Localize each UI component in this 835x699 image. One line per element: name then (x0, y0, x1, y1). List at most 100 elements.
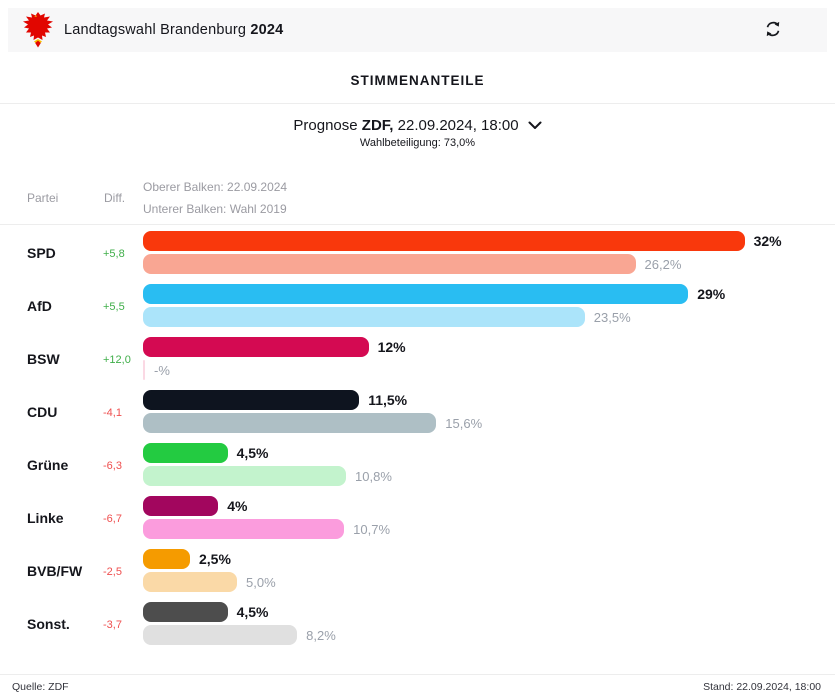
bar-value-2024: 29% (697, 286, 726, 302)
party-label: BVB/FW (27, 563, 83, 579)
party-row: Sonst. -3,7 4,5% 8,2% (0, 600, 835, 653)
bar-line-2019: 26,2% (143, 254, 835, 274)
diff-value: -2,5 (103, 566, 122, 578)
bar-2019[interactable] (143, 572, 237, 592)
chevron-down-icon (528, 117, 542, 134)
bars-group: 2,5% 5,0% (143, 549, 835, 595)
bar-line-2024: 2,5% (143, 549, 835, 569)
bar-value-2024: 4% (227, 498, 248, 514)
bar-line-2024: 4,5% (143, 602, 835, 622)
bar-2024[interactable] (143, 337, 369, 357)
turnout-label: Wahlbeteiligung: 73,0% (359, 137, 476, 149)
prognose-text: Prognose ZDF, 22.09.2024, 18:00 (293, 117, 518, 134)
bar-2019[interactable] (143, 466, 347, 486)
prognose-prefix: Prognose (293, 117, 358, 134)
bar-line-2024: 4,5% (143, 443, 835, 463)
party-label: Linke (27, 510, 64, 526)
bar-value-2024: 2,5% (199, 551, 231, 567)
brandenburg-eagle-logo (23, 11, 53, 49)
party-label: CDU (27, 404, 58, 420)
bars-group: 29% 23,5% (143, 284, 835, 330)
bar-2019[interactable] (143, 625, 298, 645)
prognose-datetime: 22.09.2024, 18:00 (397, 117, 519, 134)
bars-group: 4,5% 8,2% (143, 602, 835, 648)
party-row: SPD +5,8 32% 26,2% (0, 229, 835, 282)
bar-value-2024: 12% (377, 339, 406, 355)
bar-value-2024: 4,5% (236, 604, 269, 620)
party-label: SPD (27, 245, 56, 261)
bar-value-2019: 10,7% (353, 521, 391, 537)
diff-value: -3,7 (103, 619, 122, 631)
bar-2019[interactable] (143, 413, 437, 433)
app-title: Landtagswahl Brandenburg 2024 (64, 22, 283, 38)
bar-2024[interactable] (143, 549, 190, 569)
party-row: CDU -4,1 11,5% 15,6% (0, 388, 835, 441)
party-row: Linke -6,7 4% 10,7% (0, 494, 835, 547)
bar-value-2019: 10,8% (355, 468, 392, 484)
legend-party: Partei (27, 191, 59, 205)
bar-line-2024: 12% (143, 337, 835, 357)
prognose-source: ZDF, (361, 117, 394, 134)
bars-group: 12% -% (143, 337, 835, 383)
bar-value-2019: 26,2% (644, 256, 682, 272)
bar-2024[interactable] (143, 443, 228, 463)
bars-group: 32% 26,2% (143, 231, 835, 277)
bar-value-2024: 4,5% (236, 445, 269, 461)
refresh-icon (762, 18, 784, 43)
bars-group: 4% 10,7% (143, 496, 835, 542)
bar-2024[interactable] (143, 602, 228, 622)
app-title-text: Landtagswahl Brandenburg (64, 22, 247, 38)
bar-2019[interactable] (143, 360, 145, 380)
bar-line-2024: 29% (143, 284, 835, 304)
bar-2019[interactable] (143, 519, 345, 539)
divider-top (0, 103, 835, 104)
diff-value: -4,1 (103, 407, 122, 419)
diff-value: -6,3 (103, 460, 122, 472)
bar-line-2024: 4% (143, 496, 835, 516)
diff-value: +5,5 (103, 301, 125, 313)
bar-2019[interactable] (143, 254, 636, 274)
bar-line-2019: 8,2% (143, 625, 835, 645)
bar-2024[interactable] (143, 231, 745, 251)
party-row: Grüne -6,3 4,5% 10,8% (0, 441, 835, 494)
legend-lower-bar: Unterer Balken: Wahl 2019 (143, 202, 287, 216)
party-label: Sonst. (27, 616, 70, 632)
bar-value-2019: 15,6% (445, 415, 483, 431)
bar-2024[interactable] (143, 284, 689, 304)
bars-group: 4,5% 10,8% (143, 443, 835, 489)
bar-line-2024: 32% (143, 231, 835, 251)
bar-line-2024: 11,5% (143, 390, 835, 410)
bar-line-2019: 5,0% (143, 572, 835, 592)
divider-footer (0, 674, 835, 675)
bar-line-2019: 15,6% (143, 413, 835, 433)
app-title-year: 2024 (250, 22, 284, 38)
bar-2024[interactable] (143, 390, 360, 410)
party-row: BVB/FW -2,5 2,5% 5,0% (0, 547, 835, 600)
refresh-button[interactable] (759, 16, 787, 44)
party-label: BSW (27, 351, 60, 367)
page-title: STIMMENANTEILE (350, 73, 485, 88)
party-row: BSW +12,0 12% -% (0, 335, 835, 388)
bar-value-2019: -% (154, 362, 170, 378)
bar-value-2019: 8,2% (306, 627, 336, 643)
bar-value-2024: 32% (753, 233, 782, 249)
bar-value-2024: 11,5% (368, 392, 408, 408)
party-label: AfD (27, 298, 52, 314)
prognose-selector[interactable]: Prognose ZDF, 22.09.2024, 18:00 (0, 117, 835, 134)
party-label: Grüne (27, 457, 69, 473)
bars-group: 11,5% 15,6% (143, 390, 835, 436)
bar-2024[interactable] (143, 496, 219, 516)
bar-value-2019: 23,5% (593, 309, 631, 325)
bar-2019[interactable] (143, 307, 585, 327)
diff-value: +5,8 (103, 248, 125, 260)
bar-line-2019: 10,7% (143, 519, 835, 539)
bar-value-2019: 5,0% (246, 574, 276, 590)
diff-value: +12,0 (103, 354, 131, 366)
bar-line-2019: -% (143, 360, 835, 380)
party-row: AfD +5,5 29% 23,5% (0, 282, 835, 335)
bars-area: SPD +5,8 32% 26,2% AfD +5,5 29% 23,5% BSW +12,0 12… (0, 229, 835, 653)
legend-upper-bar: Oberer Balken: 22.09.2024 (143, 180, 288, 194)
app-header: Landtagswahl Brandenburg 2024 (8, 8, 827, 52)
source-label: Quelle: ZDF (12, 681, 69, 693)
